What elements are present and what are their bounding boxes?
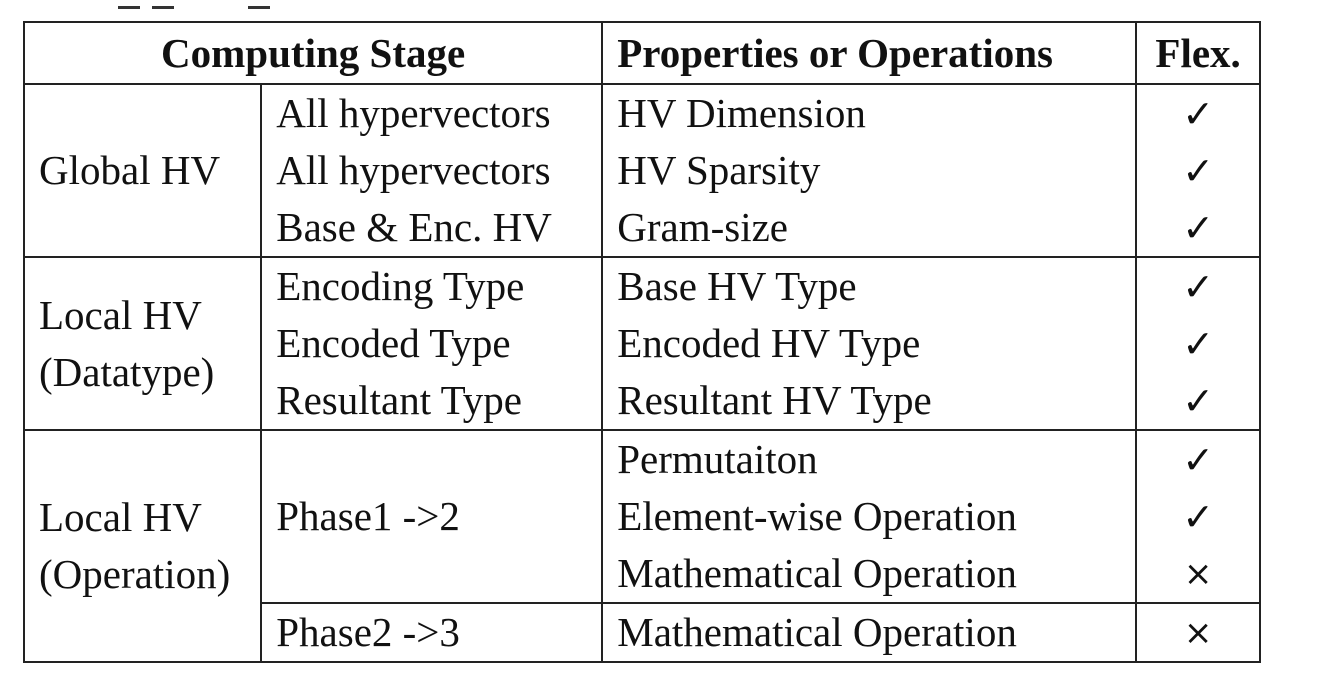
sub-stage-cell: Resultant Type	[260, 372, 603, 430]
table-row: All hypervectors HV Sparsity ✓	[24, 142, 1260, 199]
cropped-text-fragment	[0, 0, 1320, 18]
property-cell: Mathematical Operation	[601, 545, 1137, 603]
property-cell: Mathematical Operation	[601, 602, 1137, 662]
table-header-row: Computing Stage Properties or Operations…	[24, 22, 1260, 85]
table-row: Mathematical Operation ×	[24, 545, 1260, 603]
flex-check-icon: ✓	[1135, 372, 1260, 430]
table-row: Phase2 ->3 Mathematical Operation ×	[24, 602, 1260, 662]
sub-stage-cell: Encoded Type	[260, 315, 603, 372]
property-cell: HV Dimension	[601, 84, 1137, 142]
stage-group-local-hv-datatype: Local HV (Datatype)	[24, 256, 262, 430]
table-row: Local HV (Datatype) Encoding Type Base H…	[24, 256, 1260, 430]
hv-config-table: Computing Stage Properties or Operations…	[23, 21, 1261, 663]
flex-check-icon: ✓	[1135, 256, 1260, 315]
property-cell: Encoded HV Type	[601, 315, 1137, 372]
property-cell: Gram-size	[601, 199, 1137, 257]
sub-stage-cell: Base & Enc. HV	[260, 199, 603, 257]
sub-stage-cell: All hypervectors	[260, 142, 603, 199]
cropped-glyph	[118, 0, 140, 9]
flex-cross-icon: ×	[1135, 602, 1260, 662]
property-cell: Element-wise Operation	[601, 488, 1137, 545]
flex-check-icon: ✓	[1135, 488, 1260, 545]
stage-group-local-hv-operation: Local HV (Operation)	[24, 429, 262, 662]
stage-group-label-line1: Local HV	[39, 291, 202, 338]
flex-check-icon: ✓	[1135, 84, 1260, 142]
sub-stage-cell: Encoding Type	[260, 256, 603, 315]
table-row: Encoded Type Encoded HV Type ✓	[24, 315, 1260, 372]
stage-group-label-line2: (Datatype)	[39, 348, 215, 395]
property-cell: HV Sparsity	[601, 142, 1137, 199]
flex-check-icon: ✓	[1135, 429, 1260, 488]
stage-group-label: Global HV	[39, 147, 221, 193]
flex-check-icon: ✓	[1135, 315, 1260, 372]
cropped-glyph	[248, 0, 270, 9]
header-computing-stage: Computing Stage	[24, 22, 603, 85]
table-row: Base & Enc. HV Gram-size ✓	[24, 199, 1260, 257]
cropped-glyph	[152, 0, 174, 9]
stage-group-label-line2: (Operation)	[39, 551, 231, 597]
table-row: Global HV All hypervectors HV Dimension …	[24, 84, 1260, 193]
flex-cross-icon: ×	[1135, 545, 1260, 603]
table-row: Resultant Type Resultant HV Type ✓	[24, 372, 1260, 430]
sub-stage-phase2: Phase2 ->3	[260, 602, 603, 662]
property-cell: Resultant HV Type	[601, 372, 1137, 430]
stage-group-global-hv: Global HV	[24, 84, 261, 257]
property-cell: Base HV Type	[601, 256, 1137, 315]
sub-stage-phase1: Phase1 ->2	[260, 429, 603, 603]
table-row: Local HV (Operation) Phase1 ->2 Permutai…	[24, 429, 1260, 662]
flex-check-icon: ✓	[1135, 142, 1260, 199]
table-row: Element-wise Operation ✓	[24, 488, 1260, 545]
header-properties-operations: Properties or Operations	[601, 22, 1137, 85]
sub-stage-cell: All hypervectors	[260, 84, 603, 142]
property-cell: Permutaiton	[601, 429, 1137, 488]
header-flexibility: Flex.	[1135, 22, 1260, 85]
flex-check-icon: ✓	[1135, 199, 1260, 257]
stage-group-label-line1: Local HV	[39, 494, 202, 540]
